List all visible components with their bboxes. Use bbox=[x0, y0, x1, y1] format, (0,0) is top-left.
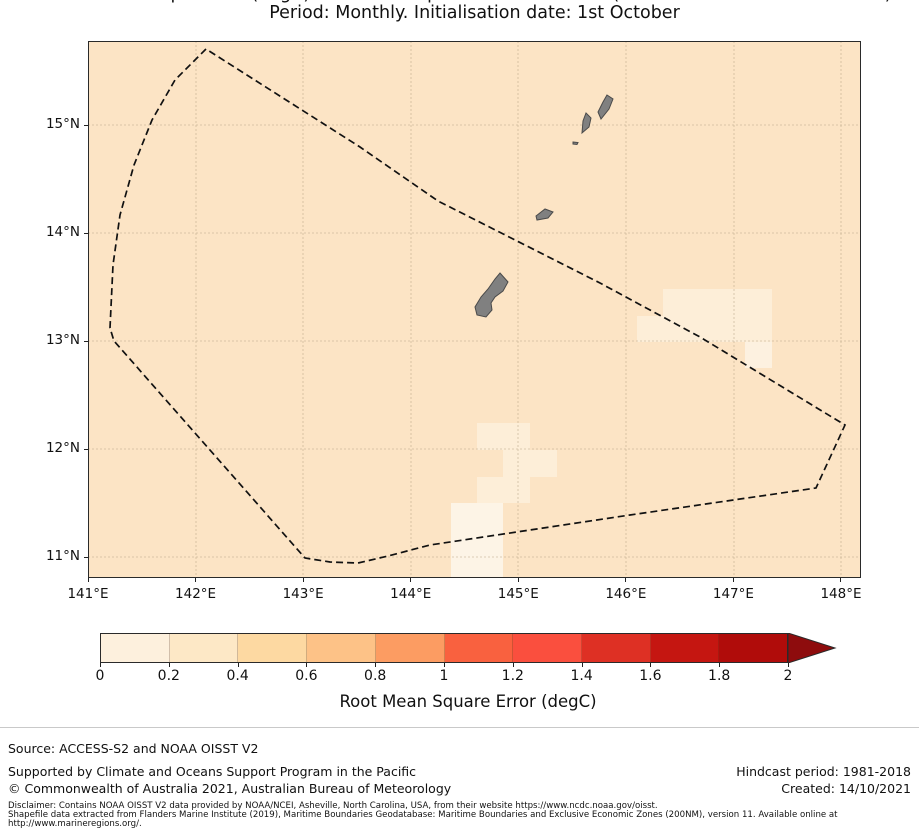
colorbar-tick-label: 2 bbox=[783, 668, 793, 684]
source-text: Source: ACCESS-S2 and NOAA OISST V2 bbox=[8, 741, 259, 756]
colorbar-segment bbox=[169, 634, 239, 662]
x-tick-label: 143°E bbox=[282, 586, 324, 602]
colorbar-segment bbox=[101, 634, 170, 662]
hindcast-period-text: Hindcast period: 1981-2018 bbox=[736, 764, 911, 779]
colorbar-tick-label: 1.8 bbox=[708, 668, 731, 684]
colorbar-tick-label: 0.2 bbox=[157, 668, 180, 684]
y-tick-mark bbox=[84, 340, 88, 342]
colorbar-tick-mark bbox=[168, 663, 170, 667]
y-tick-label: 14°N bbox=[45, 224, 80, 240]
x-tick-label: 145°E bbox=[497, 586, 539, 602]
islands bbox=[474, 94, 614, 318]
low-rmse-cell bbox=[637, 316, 663, 342]
disclaimer-line: Shapefile data extracted from Flanders M… bbox=[8, 810, 838, 820]
graticule-gridlines bbox=[88, 41, 861, 578]
island-aguijan bbox=[572, 141, 579, 146]
map-frame bbox=[88, 41, 861, 578]
colorbar-over-arrow bbox=[788, 633, 837, 663]
island-tinian bbox=[581, 112, 592, 135]
x-tick-label: 146°E bbox=[605, 586, 647, 602]
y-tick-mark bbox=[84, 124, 88, 126]
x-tick-mark bbox=[87, 578, 89, 582]
disclaimer-line: http://www.marineregions.org/. bbox=[8, 819, 142, 829]
figure-title-line1-clipped: Sea surface temperature (degC) root mean… bbox=[0, 0, 919, 4]
colorbar-segment bbox=[375, 634, 445, 662]
disclaimer-line: Disclaimer: Contains NOAA OISST V2 data … bbox=[8, 801, 658, 811]
x-tick-mark bbox=[625, 578, 627, 582]
eez-boundary-dashed bbox=[109, 47, 847, 564]
colorbar-tick-mark bbox=[512, 663, 514, 667]
colorbar-tick-mark bbox=[650, 663, 652, 667]
y-tick-mark bbox=[84, 232, 88, 234]
colorbar-label: Root Mean Square Error (degC) bbox=[339, 692, 597, 711]
colorbar-tick-mark bbox=[581, 663, 583, 667]
low-rmse-cell bbox=[663, 289, 772, 342]
colorbar-tick-mark bbox=[444, 663, 445, 667]
supported-by-text: Supported by Climate and Oceans Support … bbox=[8, 764, 417, 779]
map-plot-area bbox=[88, 41, 861, 578]
x-tick-label: 144°E bbox=[390, 586, 432, 602]
y-tick-mark bbox=[84, 448, 88, 450]
copyright-text: © Commonwealth of Australia 2021, Austra… bbox=[8, 781, 452, 796]
colorbar-tick-mark bbox=[100, 663, 101, 667]
y-tick-label: 11°N bbox=[45, 548, 80, 564]
x-tick-mark bbox=[840, 578, 842, 582]
footer-divider bbox=[0, 727, 919, 728]
x-tick-mark bbox=[302, 578, 304, 582]
x-tick-mark bbox=[410, 578, 412, 582]
y-tick-label: 12°N bbox=[45, 440, 80, 456]
created-date-text: Created: 14/10/2021 bbox=[781, 781, 911, 796]
x-tick-label: 147°E bbox=[712, 586, 754, 602]
colorbar-tick-mark bbox=[375, 663, 377, 667]
x-tick-mark bbox=[517, 578, 519, 582]
colorbar-tick-mark bbox=[237, 663, 239, 667]
colorbar-tick-label: 1 bbox=[439, 668, 449, 684]
island-rota bbox=[535, 208, 554, 221]
colorbar-tick-mark bbox=[788, 663, 789, 667]
island-saipan bbox=[597, 94, 614, 120]
colorbar bbox=[100, 633, 788, 663]
x-tick-mark bbox=[195, 578, 197, 582]
disclaimer-text: Disclaimer: Contains NOAA OISST V2 data … bbox=[8, 802, 838, 829]
y-tick-label: 13°N bbox=[45, 332, 80, 348]
figure-title-line2: Period: Monthly. Initialisation date: 1s… bbox=[269, 3, 680, 23]
colorbar-tick-mark bbox=[306, 663, 308, 667]
map-svg bbox=[88, 41, 861, 578]
island-guam bbox=[474, 272, 509, 318]
colorbar-tick-label: 0 bbox=[95, 668, 105, 684]
colorbar-segment bbox=[719, 634, 788, 662]
colorbar-tick-mark bbox=[719, 663, 721, 667]
colorbar-tick-label: 0.8 bbox=[364, 668, 387, 684]
colorbar-tick-label: 1.4 bbox=[570, 668, 593, 684]
colorbar-segment bbox=[513, 634, 582, 662]
low-rmse-cell bbox=[477, 423, 530, 450]
y-tick-label: 15°N bbox=[45, 116, 80, 132]
colorbar-segment bbox=[650, 634, 720, 662]
x-tick-label: 141°E bbox=[67, 586, 109, 602]
colorbar-segment bbox=[307, 634, 376, 662]
x-tick-label: 148°E bbox=[820, 586, 862, 602]
low-rmse-cell bbox=[503, 450, 557, 477]
x-tick-mark bbox=[732, 578, 734, 582]
colorbar-tick-label: 0.4 bbox=[226, 668, 249, 684]
x-tick-label: 142°E bbox=[175, 586, 217, 602]
low-rmse-cell bbox=[745, 342, 772, 368]
colorbar-segment bbox=[444, 634, 514, 662]
colorbar-tick-label: 1.2 bbox=[501, 668, 524, 684]
y-tick-mark bbox=[84, 556, 88, 558]
low-rmse-cell bbox=[477, 477, 530, 503]
colorbar-segment bbox=[238, 634, 308, 662]
colorbar-tick-label: 0.6 bbox=[295, 668, 318, 684]
colorbar-tick-label: 1.6 bbox=[639, 668, 662, 684]
colorbar-segment bbox=[581, 634, 651, 662]
